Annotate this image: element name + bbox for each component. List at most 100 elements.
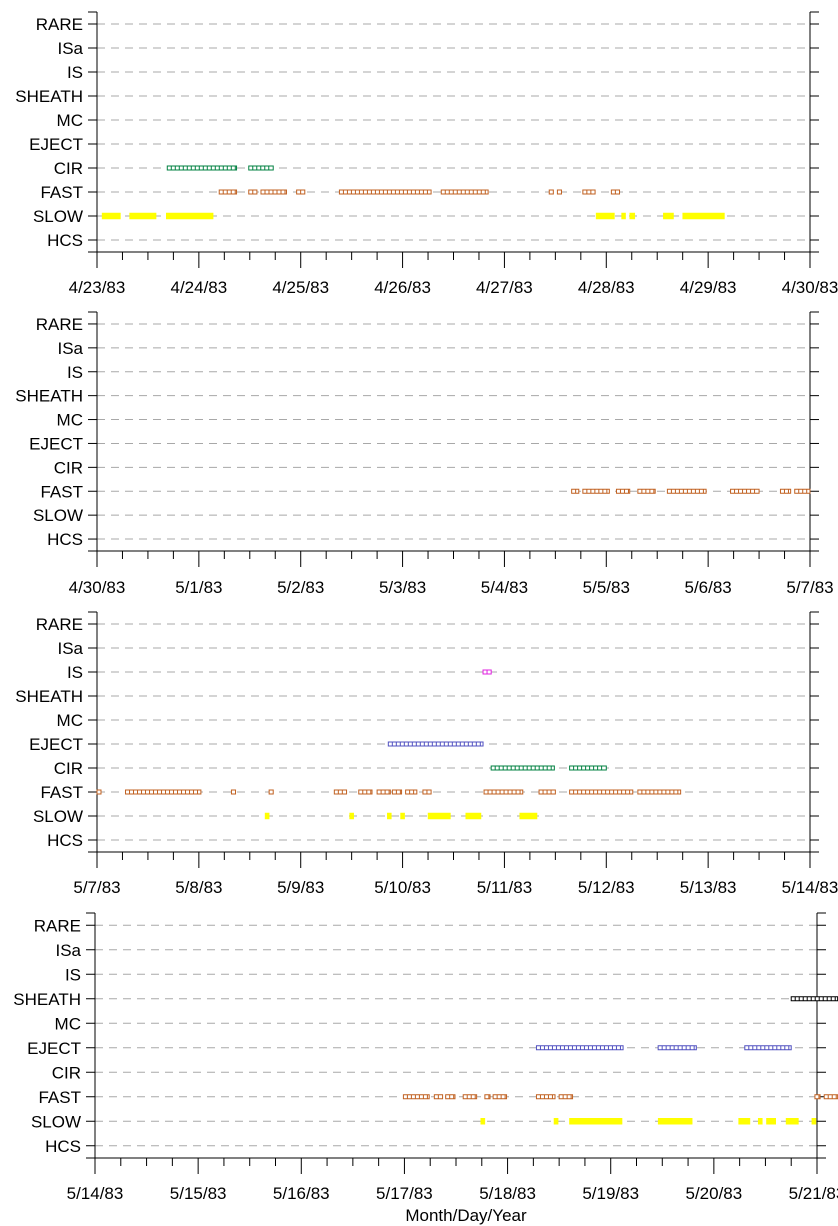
mark-band [391,789,403,795]
x-tick-label: 5/14/83 [67,1184,124,1203]
mark-fast [484,1094,491,1100]
category-label-eject: EJECT [29,735,83,754]
mark-fast [582,488,610,494]
mark-band [218,189,238,195]
mark-fast [637,789,682,795]
mark-band [569,765,607,771]
mark-fast [433,1094,444,1100]
mark-fast [125,789,202,795]
mark-fast [260,189,287,195]
mark-band [125,789,202,795]
x-tick-label: 5/20/83 [685,1184,742,1203]
mark-eject [744,1045,792,1051]
mark-eject [387,741,484,747]
x-tick-label: 4/28/83 [578,278,635,297]
mark-fast [637,488,656,494]
mark-band [666,488,707,494]
category-label-fast: FAST [40,783,83,802]
mark-fast [535,1094,556,1100]
x-tick-label: 4/27/83 [476,278,533,297]
x-tick-label: 4/24/83 [170,278,227,297]
mark-fast [548,189,554,195]
category-label-hcs: HCS [47,231,83,250]
x-tick-label: 4/29/83 [680,278,737,297]
mark-fast [814,1094,821,1100]
mark-fast [338,189,432,195]
category-label-hcs: HCS [47,530,83,549]
x-tick-label: 5/1/83 [175,578,222,597]
mark-fast [391,789,403,795]
mark-band [535,1094,556,1100]
mark-band [338,189,432,195]
category-label-rare: RARE [36,15,83,34]
x-tick-label: 5/6/83 [685,578,732,597]
category-label-sheath: SHEATH [15,87,83,106]
mark-slow [663,212,674,220]
category-label-isa: ISa [55,941,81,960]
x-tick-label: 4/30/83 [782,278,838,297]
mark-band [823,1094,838,1100]
mark-band [376,789,391,795]
mark-band [405,789,418,795]
category-label-slow: SLOW [31,1112,81,1131]
category-label-isa: ISa [57,339,83,358]
mark-slow [400,812,405,820]
mark-slow [785,1118,799,1125]
mark-band [637,488,656,494]
mark-fast [794,488,811,494]
mark-fast [666,488,707,494]
x-tick-label: 5/3/83 [379,578,426,597]
mark-slow [519,812,538,820]
category-label-sheath: SHEATH [15,687,83,706]
mark-band [492,1094,508,1100]
mark-band [358,789,373,795]
mark-band [556,189,562,195]
category-label-isa: ISa [57,39,83,58]
mark-band [484,1094,491,1100]
mark-fast [483,789,524,795]
mark-band [166,165,238,171]
mark-fast [422,789,432,795]
category-label-is: IS [65,965,81,984]
x-axis-title: Month/Day/Year [405,1206,527,1225]
mark-fast [582,189,596,195]
mark-fast [440,189,489,195]
category-label-eject: EJECT [29,135,83,154]
category-label-fast: FAST [40,482,83,501]
category-label-hcs: HCS [45,1137,81,1156]
chart-panel-4: RARE ISa IS SHEATH MC EJECT CIR FAST SLOW HCS 5/14… [13,912,838,1225]
x-tick-label: 5/13/83 [680,878,737,897]
x-tick-label: 5/12/83 [578,878,635,897]
x-tick-label: 5/4/83 [481,578,528,597]
mark-band [96,789,102,795]
category-label-sheath: SHEATH [15,387,83,406]
category-label-cir: CIR [54,759,83,778]
mark-fast [779,488,792,494]
x-tick-label: 5/15/83 [170,1184,227,1203]
mark-fast [823,1094,838,1100]
mark-fast [376,789,391,795]
mark-fast [558,1094,574,1100]
mark-fast [218,189,238,195]
mark-band [445,1094,456,1100]
x-tick-label: 4/26/83 [374,278,431,297]
mark-band [814,1094,821,1100]
mark-eject [657,1045,697,1051]
category-label-hcs: HCS [47,831,83,850]
mark-slow [629,212,636,220]
mark-slow [427,812,451,820]
category-label-slow: SLOW [33,207,83,226]
chart-panel-2: RARE ISa IS SHEATH MC EJECT CIR FAST SLOW HCS 4/30… [15,311,834,597]
mark-fast [96,789,102,795]
mark-fast [556,189,562,195]
mark-slow [595,212,615,220]
x-tick-label: 5/10/83 [374,878,431,897]
category-label-eject: EJECT [27,1039,81,1058]
category-label-slow: SLOW [33,506,83,525]
x-tick-label: 5/21/83 [789,1184,838,1203]
category-label-cir: CIR [54,458,83,477]
mark-slow [811,1118,817,1125]
category-label-is: IS [67,663,83,682]
mark-fast [248,189,258,195]
